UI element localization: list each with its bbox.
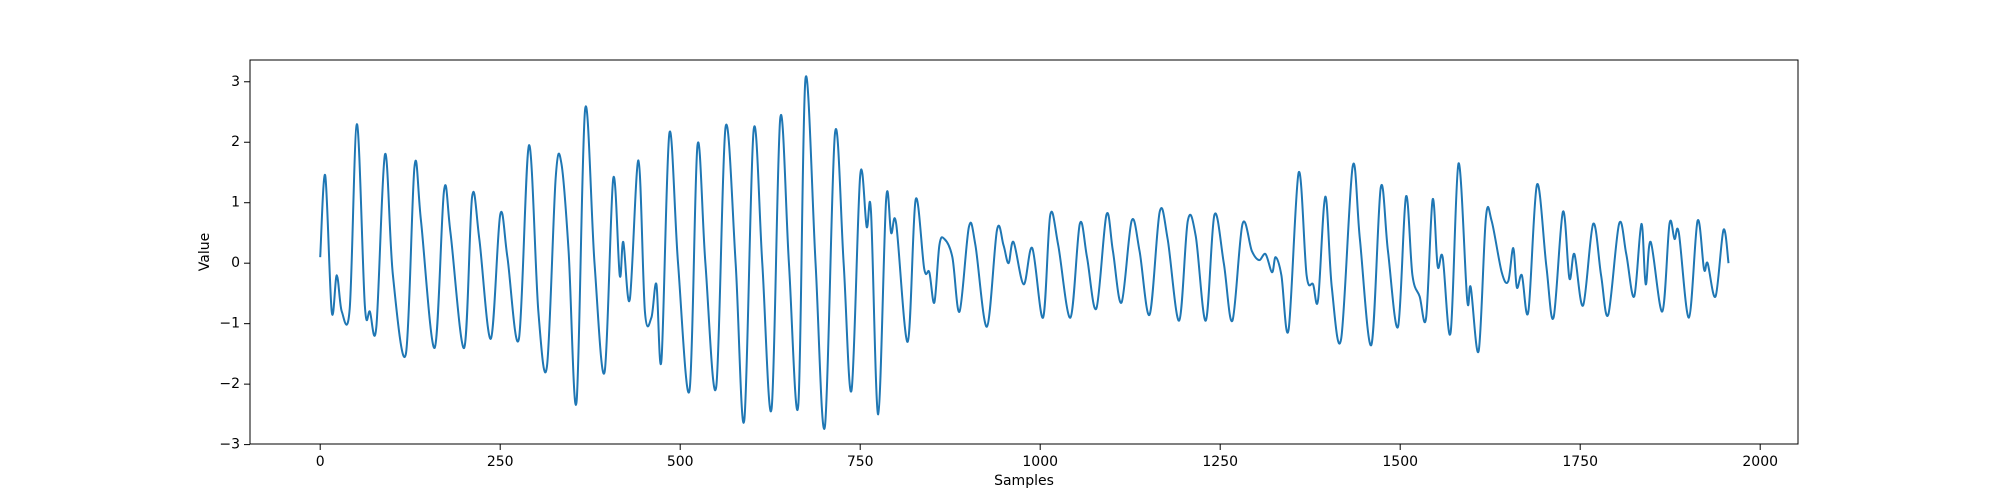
y-tick-label: 2 [231,134,240,150]
plot-frame [249,59,1799,445]
x-tick-label: 1500 [1382,454,1418,470]
x-axis-label: Samples [994,473,1054,489]
x-tick-label: 1250 [1202,454,1238,470]
x-tick-label: 250 [487,454,514,470]
y-tick-label: −2 [219,376,240,392]
x-tick-label: 500 [667,454,694,470]
x-tick-label: 2000 [1742,454,1778,470]
y-tick-label: 3 [231,74,240,90]
y-tick-label: −1 [219,316,240,332]
y-tick-label: 0 [231,255,240,271]
y-axis-label: Value [197,233,213,271]
y-tick-label: −3 [219,437,240,453]
y-tick-label: 1 [231,195,240,211]
x-tick-label: 1000 [1022,454,1058,470]
line-series [319,75,1730,430]
x-tick-label: 750 [847,454,874,470]
x-tick-label: 0 [316,454,325,470]
x-tick-label: 1750 [1562,454,1598,470]
